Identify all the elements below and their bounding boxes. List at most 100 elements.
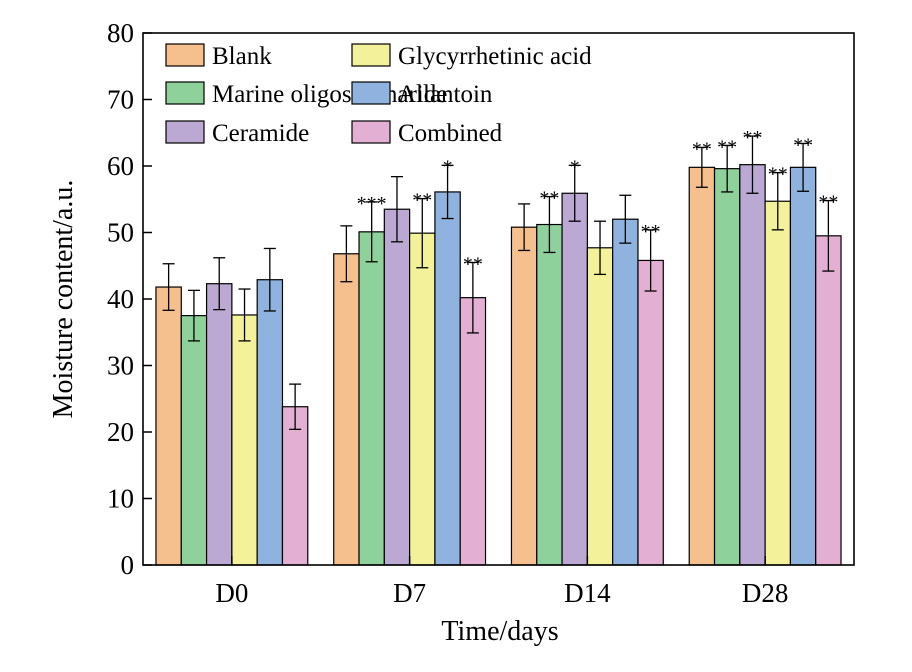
bar-glycyrrhetinic-acid-d0 <box>231 314 258 566</box>
error-bar <box>695 146 708 188</box>
error-bar <box>213 257 226 311</box>
error-bar <box>797 142 810 192</box>
y-tick-label: 0 <box>121 550 135 580</box>
bar-ceramide-d7 <box>383 208 411 566</box>
error-bar <box>416 197 429 269</box>
legend-item-blank: Blank <box>165 43 272 70</box>
y-tick-label: 50 <box>107 218 134 248</box>
y-tick-label: 10 <box>107 484 134 514</box>
y-tick-label: 30 <box>107 351 134 381</box>
bar-blank-d28 <box>688 166 716 566</box>
error-bar <box>518 203 531 252</box>
bar-allantoin-d14 <box>612 218 639 566</box>
legend-label: Ceramide <box>212 120 309 147</box>
error-bar <box>263 247 276 312</box>
error-bar <box>162 263 175 311</box>
bar-glycyrrhetinic-acid-d14 <box>586 247 614 566</box>
bars-layer <box>155 164 842 566</box>
legend-swatch <box>165 81 205 105</box>
y-tick-label: 20 <box>107 417 134 447</box>
bar-blank-d7 <box>333 253 360 566</box>
error-bars-layer <box>162 135 835 430</box>
significance-marker: ** <box>717 136 737 158</box>
legend-label: Glycyrrhetinic acid <box>398 43 592 70</box>
legend-swatch <box>351 43 391 67</box>
x-axis-ticks: D0 D7 D14 D28 <box>215 556 788 608</box>
error-bar <box>289 383 302 430</box>
legend-swatch <box>165 120 205 144</box>
legend-item-ceramide: Ceramide <box>165 120 309 147</box>
bar-marine-oligosaccharide-d7 <box>358 231 385 566</box>
y-tick-label: 40 <box>107 284 134 314</box>
error-bar <box>543 195 556 254</box>
legend-swatch <box>351 81 391 105</box>
significance-marker: * <box>443 156 453 178</box>
bar-combined-d7 <box>459 297 487 566</box>
bar-combined-d0 <box>281 406 309 566</box>
bar-allantoin-d28 <box>789 166 817 566</box>
error-bar <box>746 135 759 194</box>
bar-marine-oligosaccharide-d14 <box>536 223 563 566</box>
error-bar <box>390 175 403 243</box>
legend-label: Blank <box>212 43 272 70</box>
significance-marker: ** <box>768 164 788 186</box>
error-bar <box>466 261 479 334</box>
significance-marker: *** <box>357 193 387 215</box>
bar-ceramide-d14 <box>561 192 588 566</box>
significance-marker: ** <box>641 221 661 243</box>
bar-marine-oligosaccharide-d28 <box>713 168 741 566</box>
error-bar <box>594 220 607 276</box>
y-tick-label: 60 <box>107 151 134 181</box>
error-bar <box>340 225 353 283</box>
bar-allantoin-d0 <box>256 279 284 566</box>
error-bar <box>441 164 454 220</box>
legend-item-marine-oligosaccharide: Marine oligosaccharide <box>165 81 447 108</box>
bar-marine-oligosaccharide-d0 <box>180 315 208 566</box>
legend-label: Allantoin <box>398 81 493 108</box>
bar-combined-d28 <box>815 235 842 566</box>
significance-marker: ** <box>412 190 432 212</box>
legend-swatch <box>165 43 205 67</box>
error-bar <box>721 144 734 193</box>
significance-marker: ** <box>463 253 483 275</box>
significance-marker: ** <box>742 127 762 149</box>
error-bar <box>822 199 835 272</box>
legend-label: Marine oligosaccharide <box>212 81 447 108</box>
legend-item-allantoin: Allantoin <box>351 81 493 108</box>
significance-marker: ** <box>793 134 813 156</box>
error-bar <box>568 164 581 222</box>
x-tick-label: D0 <box>215 578 248 608</box>
legend-swatch <box>351 120 391 144</box>
y-axis-ticks: 0 10 20 30 40 50 60 70 80 <box>107 18 152 580</box>
bar-glycyrrhetinic-acid-d28 <box>764 200 792 566</box>
significance-marker: ** <box>539 188 559 210</box>
bar-combined-d14 <box>637 259 664 566</box>
y-axis-label: Moisture content/a.u. <box>48 180 79 419</box>
error-bar <box>187 289 200 342</box>
bar-blank-d14 <box>510 226 538 566</box>
significance-marker: * <box>570 156 580 178</box>
legend: Blank Marine oligosaccharide Ceramide Glycy… <box>165 43 592 147</box>
x-axis-label: Time/days <box>441 616 558 647</box>
significance-marker: ** <box>692 138 712 160</box>
legend-item-glycyrrhetinic-acid: Glycyrrhetinic acid <box>351 43 592 70</box>
x-tick-label: D7 <box>393 578 426 608</box>
error-bar <box>771 171 784 231</box>
bar-ceramide-d28 <box>739 164 766 566</box>
legend-item-combined: Combined <box>351 120 503 147</box>
x-tick-label: D28 <box>742 578 789 608</box>
x-tick-label: D14 <box>564 578 611 608</box>
y-tick-label: 70 <box>107 85 134 115</box>
y-tick-label: 80 <box>107 18 134 48</box>
error-bar <box>238 288 251 342</box>
legend-label: Combined <box>398 120 503 147</box>
bar-blank-d0 <box>155 286 182 566</box>
bar-allantoin-d7 <box>434 191 461 566</box>
error-bar <box>365 201 378 263</box>
significance-layer: *** ************ ** ******** <box>357 127 839 275</box>
bar-ceramide-d0 <box>205 283 233 566</box>
error-bar <box>619 194 632 244</box>
significance-marker: ** <box>818 192 838 214</box>
bar-glycyrrhetinic-acid-d7 <box>409 232 436 566</box>
